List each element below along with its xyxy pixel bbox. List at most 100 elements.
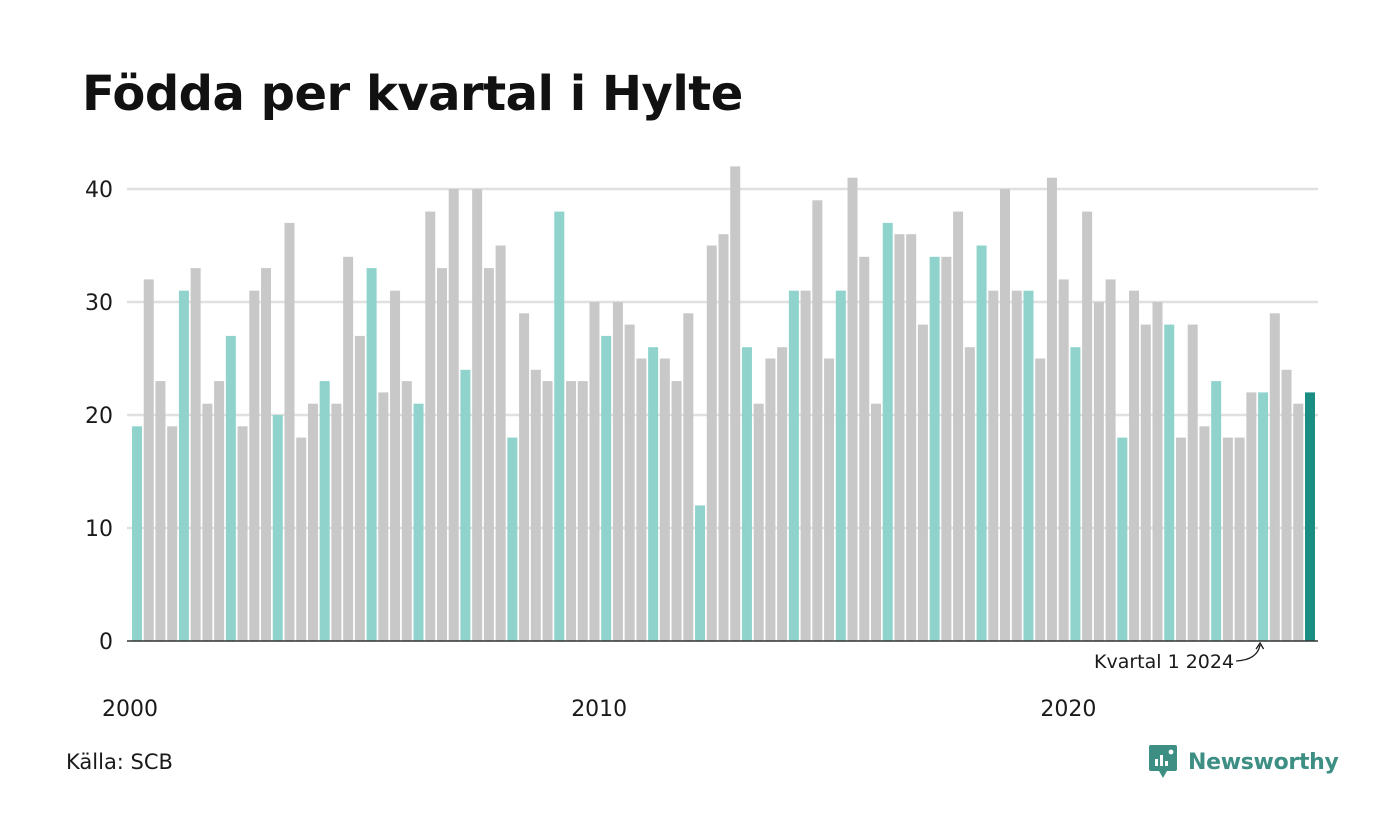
bar <box>1011 290 1022 641</box>
bar <box>1234 437 1245 641</box>
bar <box>354 335 365 641</box>
bar <box>472 189 483 641</box>
bar <box>612 302 623 641</box>
bar <box>1129 290 1140 641</box>
bar <box>460 369 471 641</box>
bars <box>132 166 1315 642</box>
bar <box>155 381 166 641</box>
bar <box>237 426 248 641</box>
bar <box>284 222 295 641</box>
bar <box>953 211 964 641</box>
annotation: Kvartal 1 2024 <box>1094 641 1265 673</box>
bar <box>906 234 917 641</box>
annotation-arrow <box>1236 644 1261 662</box>
source-note: Källa: SCB <box>66 750 173 774</box>
newsworthy-logo: Newsworthy <box>1148 744 1339 780</box>
bar <box>390 290 401 641</box>
bar <box>1117 437 1128 641</box>
bar <box>589 302 600 641</box>
bar <box>1023 290 1034 641</box>
bar <box>483 268 494 641</box>
bar <box>882 222 893 641</box>
bar <box>425 211 436 641</box>
brand-name: Newsworthy <box>1188 749 1339 775</box>
bar <box>1082 211 1093 641</box>
bar <box>519 313 530 641</box>
bar <box>554 211 565 641</box>
bar <box>1046 177 1057 641</box>
bar <box>706 245 717 641</box>
bar <box>507 437 518 641</box>
chart-title: Födda per kvartal i Hylte <box>82 66 743 122</box>
bar <box>1199 426 1210 641</box>
bar <box>1269 313 1280 641</box>
bar <box>1058 279 1069 641</box>
bar <box>413 403 424 641</box>
bar <box>1293 403 1304 641</box>
bar <box>319 381 330 641</box>
bar <box>671 381 682 641</box>
bar <box>436 268 447 641</box>
bar <box>624 324 635 641</box>
bar <box>1175 437 1186 641</box>
bar <box>730 166 741 641</box>
bar <box>1305 392 1315 641</box>
bar <box>132 426 142 641</box>
newsworthy-logo-icon <box>1149 745 1177 778</box>
bar <box>835 290 846 641</box>
bar <box>1093 302 1104 641</box>
bar <box>964 347 975 641</box>
bar <box>765 358 776 641</box>
bar <box>1187 324 1198 641</box>
bar <box>812 200 823 642</box>
y-tick-label: 30 <box>85 291 113 316</box>
bar <box>343 256 354 641</box>
bar <box>331 403 342 641</box>
bar-chart: 0 10 20 30 40 2000 2010 2020 Kvartal 1 2024 <box>85 166 1318 722</box>
bar <box>1070 347 1081 641</box>
bar <box>1246 392 1257 641</box>
y-axis-tick-labels: 0 10 20 30 40 <box>85 178 113 655</box>
bar <box>178 290 189 641</box>
bar <box>190 268 201 641</box>
bar <box>448 189 459 641</box>
y-tick-label: 10 <box>85 517 113 542</box>
x-tick-label: 2010 <box>571 697 627 722</box>
bar <box>788 290 799 641</box>
x-tick-label: 2020 <box>1040 697 1096 722</box>
bar <box>917 324 928 641</box>
bar <box>225 335 236 641</box>
bar <box>1211 381 1222 641</box>
annotation-label: Kvartal 1 2024 <box>1094 651 1234 673</box>
bar <box>214 381 225 641</box>
bar <box>249 290 260 641</box>
bar <box>870 403 881 641</box>
bar <box>296 437 307 641</box>
bar <box>988 290 999 641</box>
annotation-arrowhead <box>1255 641 1265 650</box>
bar <box>307 403 318 641</box>
bar <box>1000 189 1011 641</box>
bar <box>753 403 764 641</box>
y-tick-label: 40 <box>85 178 113 203</box>
bar <box>577 381 588 641</box>
bar <box>718 234 729 641</box>
bar <box>800 290 811 641</box>
bar <box>530 369 541 641</box>
bar <box>824 358 835 641</box>
bar <box>366 268 377 641</box>
bar <box>659 358 670 641</box>
bar <box>929 256 940 641</box>
x-tick-label: 2000 <box>102 697 158 722</box>
bar <box>741 347 752 641</box>
y-tick-label: 0 <box>99 630 113 655</box>
x-axis-tick-labels: 2000 2010 2020 <box>102 697 1096 722</box>
bar <box>1152 302 1163 641</box>
bar <box>1140 324 1151 641</box>
bar <box>695 505 706 641</box>
bar <box>683 313 694 641</box>
bar <box>1105 279 1116 641</box>
bar <box>378 392 389 641</box>
bar <box>542 381 553 641</box>
bar <box>648 347 659 641</box>
